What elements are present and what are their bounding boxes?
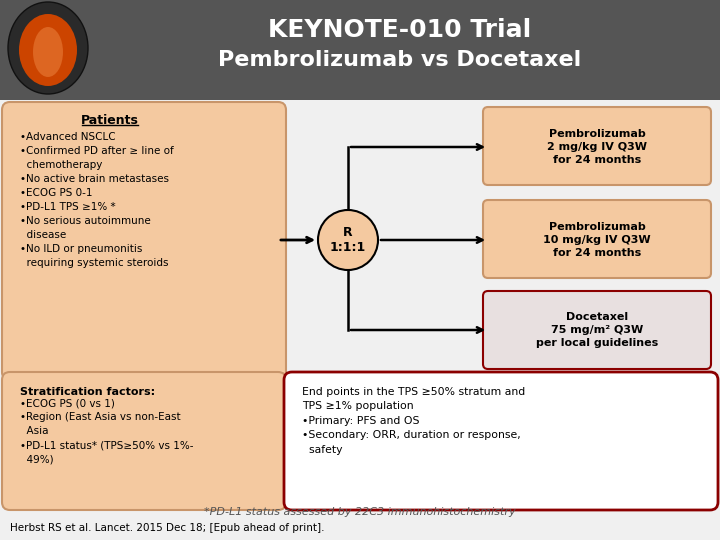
FancyBboxPatch shape (483, 200, 711, 278)
Ellipse shape (8, 2, 88, 94)
Text: R
1:1:1: R 1:1:1 (330, 226, 366, 254)
Text: Pembrolizumab
2 mg/kg IV Q3W
for 24 months: Pembrolizumab 2 mg/kg IV Q3W for 24 mont… (547, 129, 647, 165)
FancyBboxPatch shape (483, 107, 711, 185)
Ellipse shape (19, 14, 77, 86)
Text: Pembrolizumab
10 mg/kg IV Q3W
for 24 months: Pembrolizumab 10 mg/kg IV Q3W for 24 mon… (543, 222, 651, 258)
Text: •ECOG PS (0 vs 1)
•Region (East Asia vs non-East
  Asia
•PD-L1 status* (TPS≥50% : •ECOG PS (0 vs 1) •Region (East Asia vs … (20, 398, 194, 464)
Text: Stratification factors:: Stratification factors: (20, 387, 155, 397)
Text: *PD-L1 status assessed by 22C3 immunohistochemistry: *PD-L1 status assessed by 22C3 immunohis… (204, 507, 516, 517)
Text: Herbst RS et al. Lancet. 2015 Dec 18; [Epub ahead of print].: Herbst RS et al. Lancet. 2015 Dec 18; [E… (10, 523, 325, 533)
Ellipse shape (33, 27, 63, 77)
FancyBboxPatch shape (2, 372, 286, 510)
Text: •Advanced NSCLC
•Confirmed PD after ≥ line of
  chemotherapy
•No active brain me: •Advanced NSCLC •Confirmed PD after ≥ li… (20, 132, 174, 268)
FancyBboxPatch shape (284, 372, 718, 510)
FancyBboxPatch shape (483, 291, 711, 369)
Text: Docetaxel
75 mg/m² Q3W
per local guidelines: Docetaxel 75 mg/m² Q3W per local guideli… (536, 312, 658, 348)
Circle shape (318, 210, 378, 270)
Text: Pembrolizumab vs Docetaxel: Pembrolizumab vs Docetaxel (218, 50, 582, 70)
Text: Patients: Patients (81, 113, 139, 126)
FancyBboxPatch shape (0, 100, 720, 540)
FancyBboxPatch shape (0, 0, 720, 100)
FancyBboxPatch shape (2, 102, 286, 380)
Text: End points in the TPS ≥50% stratum and
TPS ≥1% population
•Primary: PFS and OS
•: End points in the TPS ≥50% stratum and T… (302, 387, 526, 455)
Text: KEYNOTE-010 Trial: KEYNOTE-010 Trial (269, 18, 531, 42)
